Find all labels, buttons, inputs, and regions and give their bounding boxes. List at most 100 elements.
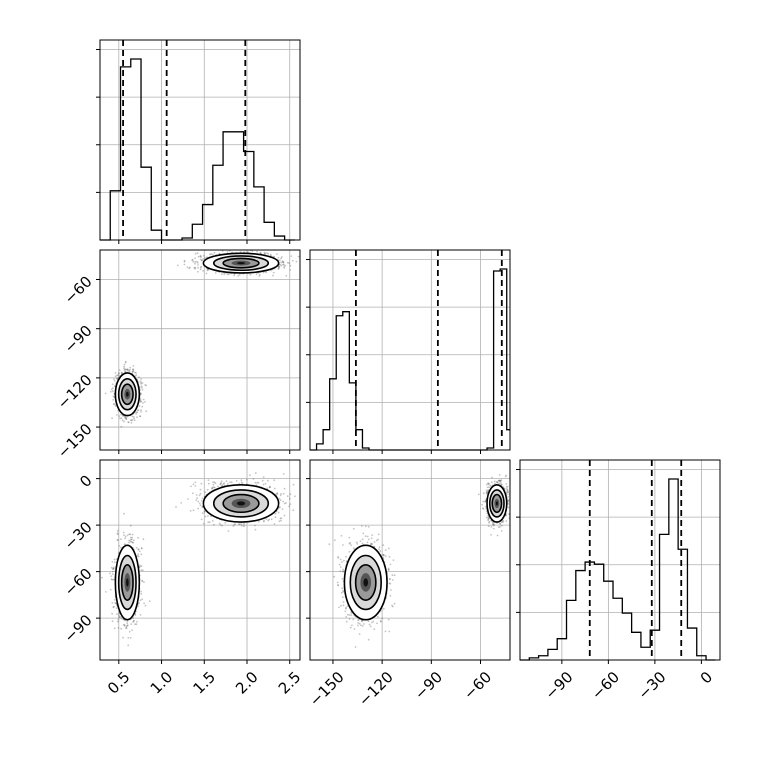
sample-point xyxy=(280,493,282,495)
sample-point xyxy=(180,502,183,504)
sample-point xyxy=(295,260,298,263)
sample-point xyxy=(175,506,177,508)
sample-point xyxy=(110,575,113,577)
sample-point xyxy=(129,536,132,539)
sample-point xyxy=(110,390,112,393)
sample-point xyxy=(140,565,143,568)
sample-point xyxy=(144,401,146,403)
sample-point xyxy=(131,533,134,536)
sample-point xyxy=(116,539,119,541)
sample-point xyxy=(126,624,129,627)
sample-point xyxy=(112,390,114,393)
sample-point xyxy=(266,252,268,254)
sample-point xyxy=(113,385,116,388)
sample-point xyxy=(117,538,119,541)
sample-point xyxy=(124,361,127,364)
sample-point xyxy=(113,567,115,570)
sample-point xyxy=(125,627,127,629)
sample-point xyxy=(139,564,141,567)
sample-point xyxy=(198,494,201,497)
sample-point xyxy=(123,624,126,626)
sample-point xyxy=(203,510,206,513)
sample-point xyxy=(113,378,115,380)
sample-point xyxy=(124,360,127,363)
sample-point xyxy=(111,612,113,615)
sample-point xyxy=(292,509,295,512)
sample-point xyxy=(200,259,203,262)
sample-point xyxy=(200,256,203,258)
sample-point xyxy=(288,262,291,264)
sample-point xyxy=(297,255,300,258)
sample-point xyxy=(267,252,270,255)
sample-point xyxy=(122,636,124,639)
sample-point xyxy=(286,495,289,498)
sample-point xyxy=(194,266,197,269)
sample-point xyxy=(262,476,265,478)
sample-point xyxy=(118,545,121,547)
sample-point xyxy=(233,523,236,526)
tick-label-y: −120 xyxy=(54,371,96,413)
sample-point xyxy=(280,257,282,260)
sample-point xyxy=(282,261,285,264)
sample-point xyxy=(139,614,142,616)
sample-point xyxy=(282,500,285,503)
sample-point xyxy=(140,590,143,593)
sample-point xyxy=(286,261,289,264)
density-contour-0-4 xyxy=(126,391,129,397)
sample-point xyxy=(137,555,140,558)
sample-point xyxy=(213,481,216,484)
sample-point xyxy=(123,624,126,627)
sample-point xyxy=(141,382,144,384)
sample-point xyxy=(118,372,120,375)
sample-point xyxy=(133,419,136,422)
sample-point xyxy=(233,274,236,277)
sample-point xyxy=(109,572,111,575)
sample-point xyxy=(113,403,116,405)
sample-point xyxy=(130,538,133,541)
sample-point xyxy=(194,267,196,270)
sample-point xyxy=(207,479,210,482)
sample-point xyxy=(143,581,145,583)
sample-point xyxy=(183,260,186,263)
sample-point xyxy=(130,623,133,625)
sample-point xyxy=(257,520,260,523)
sample-point xyxy=(243,525,246,528)
sample-point xyxy=(110,388,113,391)
sample-point xyxy=(139,398,142,401)
sample-point xyxy=(258,273,261,276)
sample-point xyxy=(254,528,257,531)
sample-point xyxy=(199,492,202,495)
sample-point xyxy=(264,252,267,255)
sample-point xyxy=(186,266,189,269)
sample-point xyxy=(135,546,138,549)
sample-point xyxy=(116,414,118,416)
sample-point xyxy=(121,419,124,422)
sample-point xyxy=(199,266,202,269)
sample-point xyxy=(189,266,191,269)
sample-point xyxy=(243,524,245,526)
sample-point xyxy=(225,480,228,483)
sample-point xyxy=(118,616,121,618)
sample-point xyxy=(134,614,137,616)
sample-point xyxy=(122,531,125,534)
sample-point xyxy=(140,400,143,403)
sample-point xyxy=(117,618,120,621)
sample-point xyxy=(140,547,143,549)
sample-point xyxy=(141,579,144,582)
sample-point xyxy=(110,578,113,581)
sample-point xyxy=(272,271,275,274)
sample-point xyxy=(126,624,129,627)
sample-point xyxy=(131,368,134,371)
sample-point xyxy=(283,263,285,266)
sample-point xyxy=(276,492,279,495)
sample-point xyxy=(237,274,240,277)
sample-point xyxy=(226,482,229,485)
sample-point xyxy=(195,494,198,496)
sample-point xyxy=(207,521,210,523)
sample-point xyxy=(197,270,199,273)
sample-point xyxy=(200,500,203,502)
sample-point xyxy=(256,250,258,253)
sample-point xyxy=(139,401,142,403)
sample-point xyxy=(205,256,208,259)
sample-point xyxy=(139,415,141,418)
